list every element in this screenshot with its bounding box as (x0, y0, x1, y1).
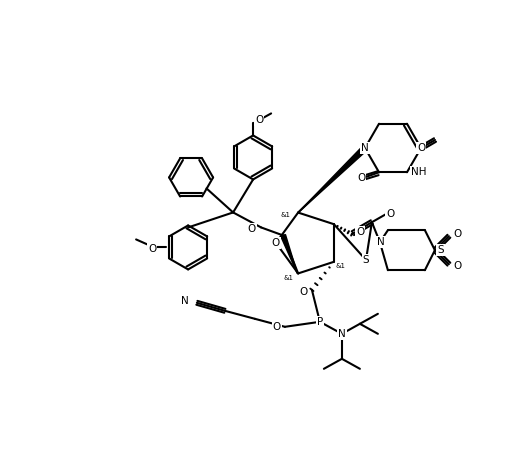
Text: S: S (437, 245, 443, 255)
Text: O: O (272, 238, 280, 248)
Text: &1: &1 (336, 263, 346, 269)
Text: O: O (272, 322, 281, 332)
Text: S: S (363, 255, 369, 265)
Text: O: O (453, 261, 461, 271)
Text: O: O (255, 116, 263, 126)
Text: N: N (377, 237, 385, 247)
Text: O: O (453, 229, 461, 239)
Text: &1: &1 (283, 275, 293, 282)
Text: O: O (386, 209, 394, 219)
Text: N: N (338, 329, 346, 339)
Text: &1: &1 (280, 212, 290, 217)
Text: O: O (357, 173, 365, 183)
Text: N: N (361, 143, 369, 153)
Polygon shape (281, 234, 298, 274)
Text: O: O (300, 287, 308, 297)
Polygon shape (298, 146, 367, 212)
Text: O: O (248, 224, 256, 234)
Text: O: O (356, 227, 364, 237)
Text: O: O (417, 143, 425, 153)
Text: O: O (148, 244, 157, 254)
Text: P: P (317, 317, 323, 327)
Text: N: N (181, 296, 189, 306)
Text: NH: NH (411, 167, 426, 177)
